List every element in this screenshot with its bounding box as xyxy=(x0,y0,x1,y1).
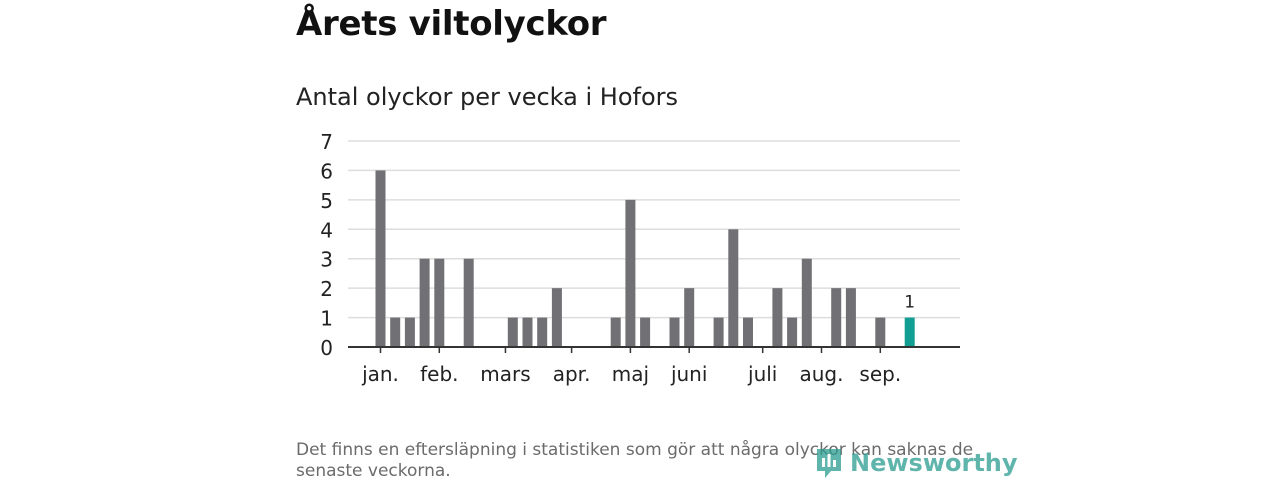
x-tick-label-juli: juli xyxy=(747,362,777,386)
newsworthy-logo-icon xyxy=(817,449,841,478)
bar-week-33 xyxy=(845,288,856,347)
bar-week-5 xyxy=(434,258,445,347)
bar-week-11 xyxy=(522,317,533,347)
bar-current-week xyxy=(904,317,915,347)
bar-week-7 xyxy=(463,258,474,347)
x-tick-label-sep: sep. xyxy=(859,362,901,386)
bar-week-13 xyxy=(551,288,562,347)
bar-week-4 xyxy=(419,258,430,347)
bar-week-32 xyxy=(831,288,842,347)
bar-week-26 xyxy=(743,317,753,347)
y-tick-label-2: 2 xyxy=(320,277,333,301)
x-tick-label-feb: feb. xyxy=(420,362,458,386)
bar-week-28 xyxy=(772,288,783,347)
bar-week-19 xyxy=(640,317,651,347)
bar-week-2 xyxy=(390,317,401,347)
data-label-current-week: 1 xyxy=(904,293,915,313)
x-tick-label-apr: apr. xyxy=(553,362,591,386)
bar-week-10 xyxy=(507,317,518,347)
y-tick-label-7: 7 xyxy=(320,130,333,154)
footnote: Det finns en eftersläpning i statistiken… xyxy=(296,440,974,481)
bar-week-29 xyxy=(787,317,798,347)
bar-week-1 xyxy=(375,170,386,347)
bar-week-17 xyxy=(610,317,621,347)
y-tick-label-3: 3 xyxy=(320,248,333,272)
bar-week-24 xyxy=(713,317,724,347)
bar-week-12 xyxy=(537,317,548,347)
bar-week-35 xyxy=(875,317,886,347)
bar-week-3 xyxy=(404,317,415,347)
newsworthy-logo: Newsworthy xyxy=(814,446,1018,480)
bar-week-18 xyxy=(625,199,636,347)
chart-title: Antal olyckor per vecka i Hofors xyxy=(296,83,679,111)
y-tick-label-0: 0 xyxy=(320,336,333,360)
bar-week-22 xyxy=(684,288,695,347)
bar-week-30 xyxy=(801,258,812,347)
x-tick-label-jan: jan. xyxy=(361,362,399,386)
y-tick-label-5: 5 xyxy=(320,189,333,213)
x-tick-label-maj: maj xyxy=(612,362,649,386)
bar-week-25 xyxy=(728,229,739,347)
page-title: Årets viltolyckor xyxy=(296,4,607,44)
y-tick-label-6: 6 xyxy=(320,159,333,183)
x-tick-label-mars: mars xyxy=(480,362,530,386)
logo-text: Newsworthy xyxy=(850,449,1018,477)
y-tick-label-4: 4 xyxy=(320,218,333,242)
x-tick-label-aug: aug. xyxy=(800,362,844,386)
y-tick-label-1: 1 xyxy=(320,307,333,331)
x-tick-label-juni: juni xyxy=(670,362,707,386)
bar-week-21 xyxy=(669,317,680,347)
